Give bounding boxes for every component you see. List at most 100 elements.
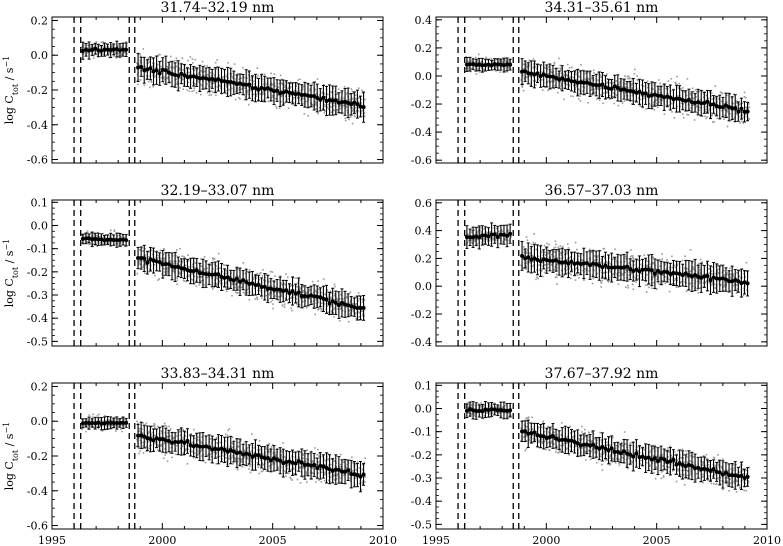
data-point [191,273,193,275]
data-point [327,296,330,298]
data-point [601,279,604,282]
data-point [247,285,249,288]
data-point [175,65,178,68]
data-point [153,250,155,252]
data-point [600,76,602,78]
data-point [597,72,600,74]
data-point [329,290,331,293]
data-point [686,113,688,116]
data-point [270,72,272,75]
data-point [114,242,117,245]
data-point [330,292,332,294]
data-point [743,96,746,98]
data-point [671,255,673,258]
data-point [283,306,286,308]
data-point [648,271,651,274]
data-point [93,54,95,57]
data-point [624,255,627,258]
data-point [706,116,708,118]
data-point [166,72,168,75]
data-point [219,87,222,90]
data-point [215,91,217,93]
data-point [544,269,547,272]
data-point [200,70,202,72]
data-point [239,98,241,100]
data-point [606,97,608,99]
data-point [560,263,563,266]
data-point [334,293,336,295]
data-point [286,100,288,102]
data-point [619,86,621,89]
data-point [509,236,512,239]
data-point [472,57,474,60]
data-point [175,254,177,257]
data-point [179,67,182,70]
data-point [234,98,237,101]
data-point [498,61,501,63]
data-point [324,105,326,108]
data-point [330,111,333,114]
data-point [341,309,344,312]
data-point [348,310,350,312]
data-point [473,240,476,242]
data-point [283,282,285,285]
data-point [280,100,282,103]
data-point [642,106,644,109]
data-point [144,254,146,256]
data-point [568,84,571,86]
data-point [102,241,104,243]
data-point [528,64,530,67]
data-point [652,256,654,259]
data-point [93,233,96,236]
data-point [488,239,491,242]
data-point [275,105,277,108]
data-point [173,260,176,262]
data-point [302,300,304,303]
data-point [178,271,181,273]
data-point [256,93,258,95]
data-point [302,85,304,87]
data-point [250,89,253,92]
data-point [221,279,223,281]
data-point [575,69,577,71]
data-point [647,92,649,94]
data-point [729,273,731,276]
data-point [578,98,580,100]
data-point [82,243,85,245]
data-point [150,80,152,82]
data-point [677,87,680,89]
data-point [667,92,669,95]
data-point [357,299,360,302]
data-point [292,277,295,279]
data-point [234,286,236,289]
data-point [175,83,178,85]
data-point [102,40,104,43]
data-point [338,320,341,322]
data-point [634,276,637,279]
data-point [186,275,188,278]
data-point [343,300,345,303]
data-point [295,85,298,87]
data-point [169,73,171,76]
data-point [188,78,190,80]
data-point [729,93,731,96]
data-point [742,122,744,124]
data-point [687,114,690,116]
data-point [292,101,294,104]
data-point [345,99,348,102]
data-point [175,59,178,62]
data-point [234,80,237,83]
data-point [656,99,658,101]
data-point [201,60,204,63]
data-point [327,291,329,293]
data-point [535,68,538,70]
data-point [566,75,569,78]
data-point [228,83,231,86]
data-point [271,271,274,273]
data-point [748,106,750,108]
data-point [733,118,735,120]
data-point [247,74,250,76]
data-point [187,254,189,256]
data-point [736,288,739,290]
data-point [597,86,599,88]
